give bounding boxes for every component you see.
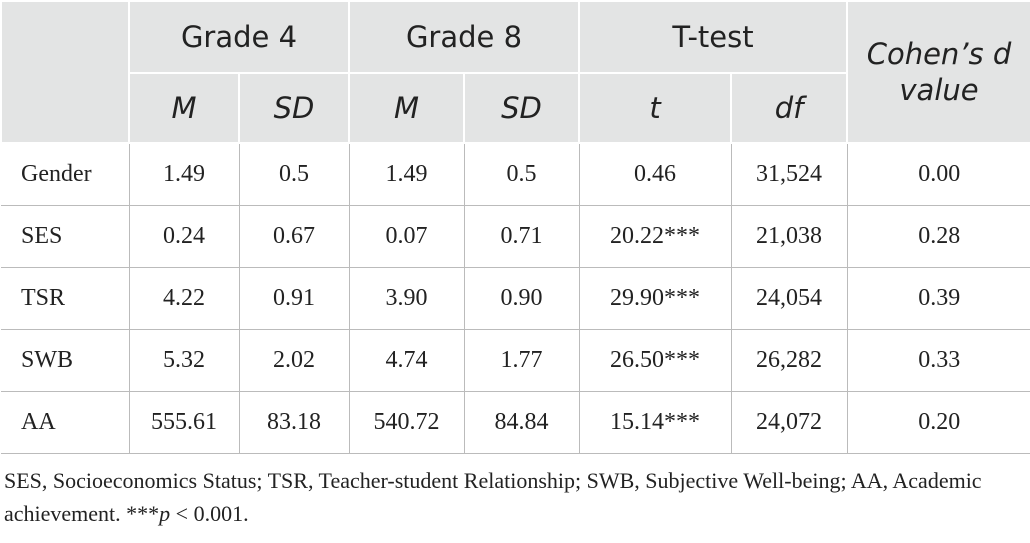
footnote-text: < 0.001. [170, 501, 249, 526]
subheader-row: M SD M SD t df [1, 72, 1030, 144]
table-cell: 31,524 [730, 142, 848, 206]
table-cell: 0.33 [846, 329, 1030, 392]
table-cell: 4.22 [128, 267, 240, 330]
row-label: SES [1, 205, 130, 268]
table-cell: 1.77 [463, 329, 580, 392]
table-cell: 0.07 [348, 205, 465, 268]
table-cell: 0.20 [846, 391, 1030, 454]
table-cell: 0.67 [238, 205, 350, 268]
table-cell: 555.61 [128, 391, 240, 454]
row-label: SWB [1, 329, 130, 392]
table-cell: 26.50*** [578, 329, 732, 392]
table-cell: 21,038 [730, 205, 848, 268]
table-cell: 26,282 [730, 329, 848, 392]
table-cell: 1.49 [348, 142, 465, 206]
table-cell: 0.46 [578, 142, 732, 206]
table-cell: 15.14*** [578, 391, 732, 454]
row-label: TSR [1, 267, 130, 330]
table-cell: 5.32 [128, 329, 240, 392]
table-cell: 1.49 [128, 142, 240, 206]
table-cell: 24,072 [730, 391, 848, 454]
table-cell: 0.00 [846, 142, 1030, 206]
table-cell: 0.24 [128, 205, 240, 268]
footnote: SES, Socioeconomics Status; TSR, Teacher… [4, 464, 1014, 530]
corner-cell [0, 0, 130, 144]
table-cell: 0.90 [463, 267, 580, 330]
table-cell: 2.02 [238, 329, 350, 392]
subheader-cell: df [730, 72, 848, 144]
header-group: Grade 4 [128, 0, 350, 74]
footnote-text: SES, Socioeconomics Status; TSR, Teacher… [4, 468, 982, 526]
table-row: TSR 4.22 0.91 3.90 0.90 29.90*** 24,054 0.39 [1, 267, 1030, 330]
subheader-cell: M [128, 72, 240, 144]
table-cell: 24,054 [730, 267, 848, 330]
subheader-cell: M [348, 72, 465, 144]
header-cell: Cohen’s d value [846, 0, 1030, 144]
table-cell: 0.71 [463, 205, 580, 268]
subheader-cell: SD [238, 72, 350, 144]
table-row: SES 0.24 0.67 0.07 0.71 20.22*** 21,038 0.28 [1, 205, 1030, 268]
row-label: Gender [1, 142, 130, 206]
header-row: Grade 4 Grade 8 T-test Cohen’s d value [0, 0, 1030, 144]
table-cell: 20.22*** [578, 205, 732, 268]
table-row: Gender 1.49 0.5 1.49 0.5 0.46 31,524 0.00 [1, 142, 1030, 206]
subheader-cell: t [578, 72, 732, 144]
table-cell: 0.5 [463, 142, 580, 206]
table-cell: 4.74 [348, 329, 465, 392]
footnote-text: p [159, 501, 171, 526]
table-cell: 83.18 [238, 391, 350, 454]
table-row: SWB 5.32 2.02 4.74 1.77 26.50*** 26,282 0.33 [1, 329, 1030, 392]
table-cell: 29.90*** [578, 267, 732, 330]
table-cell: 0.28 [846, 205, 1030, 268]
subheader-cell: SD [463, 72, 580, 144]
table-cell: 0.39 [846, 267, 1030, 330]
table-cell: 84.84 [463, 391, 580, 454]
table-cell: 540.72 [348, 391, 465, 454]
row-label: AA [1, 391, 130, 454]
table-cell: 0.5 [238, 142, 350, 206]
table-cell: 3.90 [348, 267, 465, 330]
header-group: T-test [578, 0, 848, 74]
header-group: Grade 8 [348, 0, 580, 74]
table-row: AA 555.61 83.18 540.72 84.84 15.14*** 24,072 0.… [1, 391, 1030, 454]
data-table: Grade 4 Grade 8 T-test Cohen’s d value M SD M S… [0, 0, 1030, 454]
table-cell: 0.91 [238, 267, 350, 330]
